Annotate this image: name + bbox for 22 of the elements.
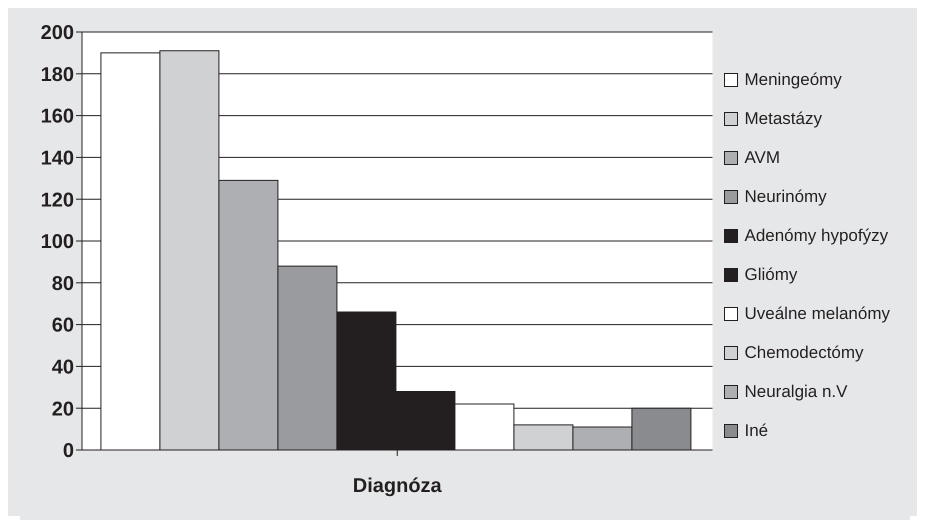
- legend-label: Iné: [744, 421, 768, 441]
- legend-label: Metastázy: [744, 109, 822, 129]
- y-tick-label: 120: [40, 189, 74, 212]
- y-tick-label: 160: [40, 106, 74, 128]
- legend-label: Chemodectómy: [744, 343, 864, 363]
- legend-label: Uveálne melanómy: [744, 304, 890, 324]
- y-tick-label: 40: [52, 356, 74, 378]
- legend-label: Meningeómy: [744, 70, 842, 90]
- y-tick-label: 180: [40, 64, 74, 86]
- y-tick-label: 0: [62, 440, 74, 462]
- y-tick-label: 80: [52, 272, 74, 295]
- legend-label: Gliómy: [744, 265, 798, 285]
- x-axis-title: Diagnóza: [352, 475, 443, 497]
- y-tick-label: 140: [40, 148, 74, 170]
- y-tick-label: 60: [52, 314, 74, 337]
- y-tick-label: 200: [40, 22, 74, 44]
- legend-label: Neuralgia n.V: [744, 382, 848, 402]
- legend-label: Adenómy hypofýzy: [744, 226, 888, 246]
- legend-label: AVM: [744, 148, 780, 168]
- y-tick-label: 100: [40, 231, 74, 254]
- y-tick-label: 20: [52, 398, 74, 420]
- legend-label: Neurinómy: [744, 187, 827, 207]
